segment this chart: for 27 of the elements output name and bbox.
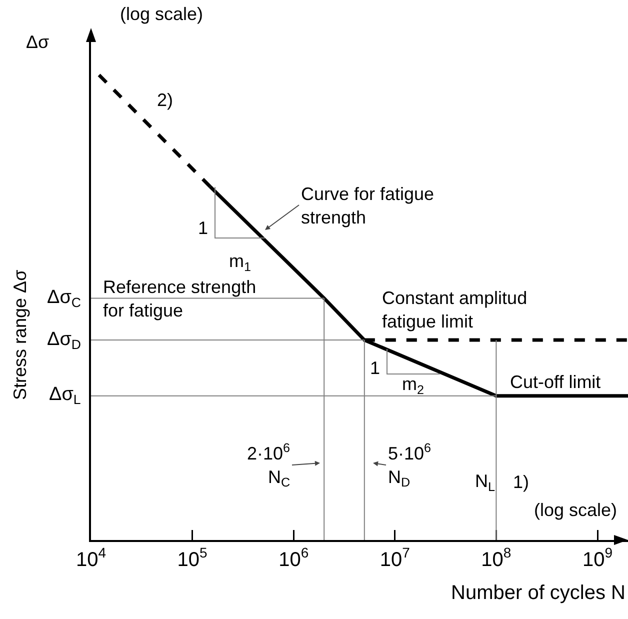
annotation: 1 <box>370 358 380 378</box>
text: 5·10$^{6}$ N$_{D}$ <box>388 441 432 490</box>
ref-line-label: Δσ$_{C}$ <box>47 287 82 310</box>
annotation: 2) <box>157 90 174 110</box>
y-axis-title: Stress range Δσ <box>10 270 30 400</box>
annotation: m$_{1}$ <box>229 251 252 274</box>
text: (log scale) <box>120 4 204 24</box>
x-tick-label: 10$^{5}$ <box>177 544 208 571</box>
x-tick-label: 10$^{7}$ <box>380 544 410 571</box>
annotation: m$_{2}$ <box>402 374 424 397</box>
x-tick-label: 10$^{4}$ <box>76 544 106 571</box>
x-axis-title: Number of cycles N <box>451 582 626 604</box>
annotation: Curve for fatigue strength <box>301 184 434 228</box>
annotation: 2·10$^{6}$ N$_{C}$ <box>247 441 290 490</box>
annotation: Reference strength for fatigue <box>103 277 256 320</box>
text: Δσ <box>26 32 50 52</box>
annotation: (log scale) <box>534 500 618 520</box>
ref-line-label: Δσ$_{L}$ <box>49 384 81 407</box>
x-tick-label: 10$^{9}$ <box>582 544 613 571</box>
annotation: 1) <box>513 472 530 492</box>
annotation: Cut-off limit <box>510 372 601 392</box>
annotation: 1 <box>198 218 208 238</box>
annotation: Constant amplitud fatigue limit <box>382 288 528 332</box>
x-tick-label: 10$^{8}$ <box>481 544 512 571</box>
annotation: N$_{L}$ <box>475 471 496 494</box>
ref-line-label: Δσ$_{D}$ <box>47 329 82 352</box>
x-tick-label: 10$^{6}$ <box>278 544 309 571</box>
